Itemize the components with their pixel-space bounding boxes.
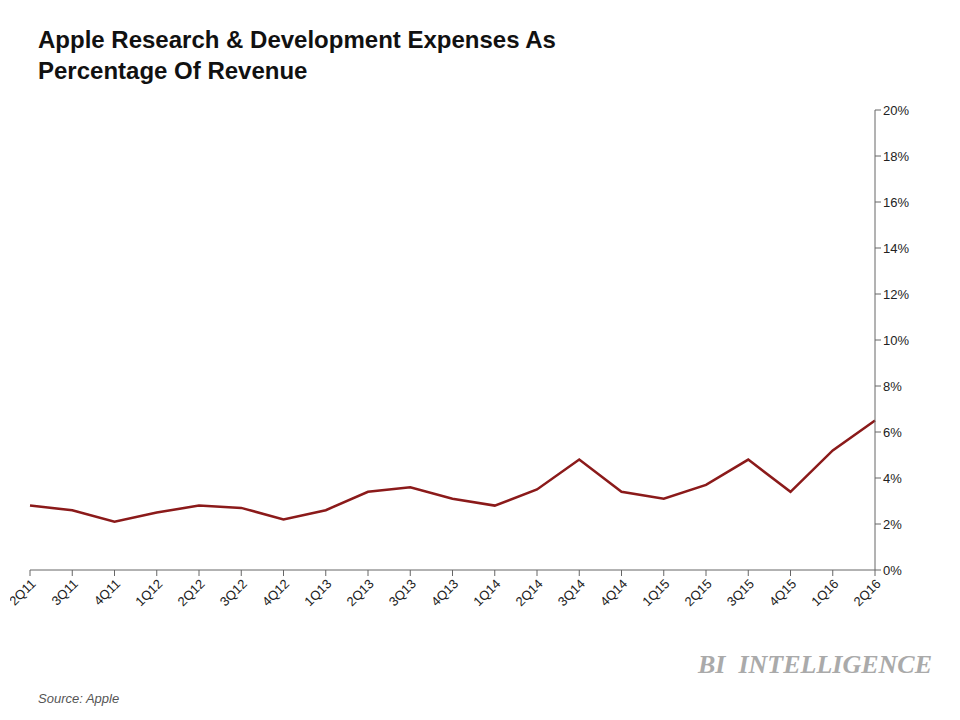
svg-text:3Q14: 3Q14 xyxy=(555,576,588,609)
svg-text:2Q16: 2Q16 xyxy=(851,576,884,609)
svg-text:2%: 2% xyxy=(883,517,902,532)
svg-text:4Q12: 4Q12 xyxy=(259,576,292,609)
svg-text:3Q12: 3Q12 xyxy=(217,576,250,609)
svg-text:16%: 16% xyxy=(883,195,909,210)
svg-text:8%: 8% xyxy=(883,379,902,394)
svg-text:18%: 18% xyxy=(883,149,909,164)
svg-text:1Q13: 1Q13 xyxy=(301,576,334,609)
svg-text:1Q15: 1Q15 xyxy=(639,576,672,609)
svg-text:0%: 0% xyxy=(883,563,902,578)
svg-text:2Q14: 2Q14 xyxy=(513,576,546,609)
html-text:Apple Research & Development E: Apple Research & Development Expenses As… xyxy=(38,26,556,85)
svg-text:1Q12: 1Q12 xyxy=(132,576,165,609)
svg-text:10%: 10% xyxy=(883,333,909,348)
svg-text:20%: 20% xyxy=(883,103,909,118)
svg-text:2Q12: 2Q12 xyxy=(175,576,208,609)
svg-text:4Q14: 4Q14 xyxy=(597,576,630,609)
svg-text:4%: 4% xyxy=(883,471,902,486)
svg-text:12%: 12% xyxy=(883,287,909,302)
html-text:BI INTELLIGENCE: BI INTELLIGENCE xyxy=(698,650,932,679)
svg-text:3Q13: 3Q13 xyxy=(386,576,419,609)
svg-text:1Q16: 1Q16 xyxy=(808,576,841,609)
svg-text:4Q13: 4Q13 xyxy=(428,576,461,609)
svg-text:2Q11: 2Q11 xyxy=(10,576,39,608)
svg-text:2Q15: 2Q15 xyxy=(682,576,715,609)
svg-text:6%: 6% xyxy=(883,425,902,440)
svg-text:3Q15: 3Q15 xyxy=(724,576,757,609)
html-text:Source: Apple: Source: Apple xyxy=(38,691,120,706)
svg-text:3Q11: 3Q11 xyxy=(48,576,80,608)
svg-text:14%: 14% xyxy=(883,241,909,256)
svg-text:4Q11: 4Q11 xyxy=(91,576,123,608)
svg-text:1Q14: 1Q14 xyxy=(470,576,503,609)
svg-text:2Q13: 2Q13 xyxy=(344,576,377,609)
svg-text:4Q15: 4Q15 xyxy=(766,576,799,609)
